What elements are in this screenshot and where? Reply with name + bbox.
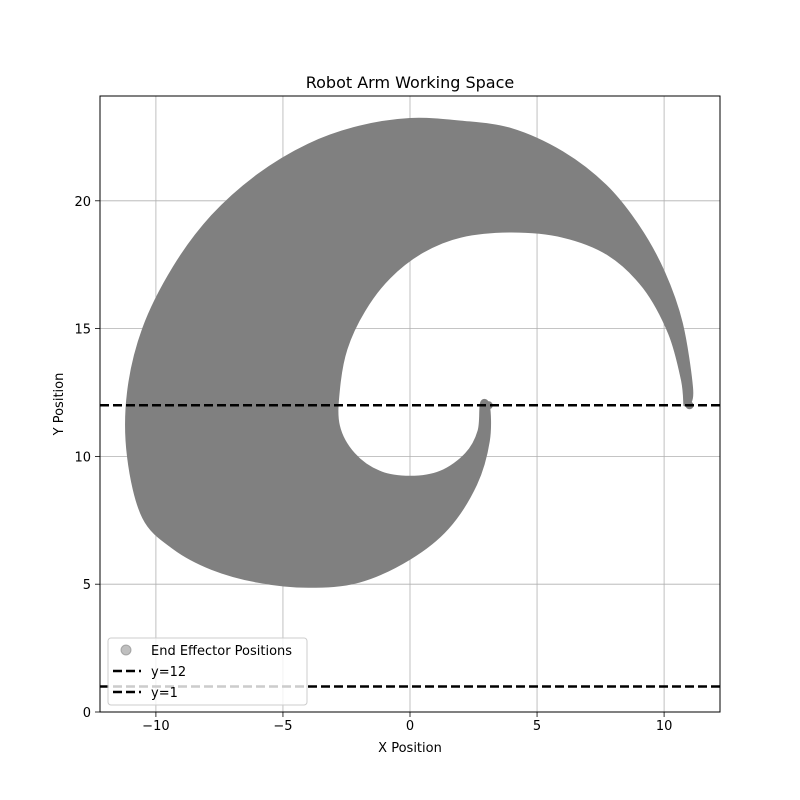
x-tick-label: −5	[273, 719, 292, 734]
y-tick-label: 10	[74, 450, 91, 465]
data-layer	[100, 117, 720, 688]
y-tick-label: 20	[74, 195, 91, 210]
legend-label: End Effector Positions	[151, 644, 292, 659]
legend-box	[107, 637, 308, 706]
y-tick-label: 15	[74, 323, 91, 338]
chart-title: Robot Arm Working Space	[306, 73, 515, 92]
x-tick-label: 10	[656, 719, 673, 734]
x-axis-label: X Position	[378, 741, 442, 756]
ticks: −10 −5 0 5 10 0 5 10 15 20	[74, 195, 672, 734]
end-effector-point	[484, 401, 493, 410]
legend: End Effector Positions y=12 y=1	[107, 637, 308, 706]
x-tick-label: −10	[142, 719, 169, 734]
x-tick-label: 0	[406, 719, 414, 734]
end-effector-region	[125, 117, 694, 588]
legend-marker-scatter	[120, 644, 132, 656]
legend-label: y=12	[151, 665, 186, 680]
y-axis-label: Y Position	[52, 373, 67, 437]
y-tick-label: 0	[83, 706, 91, 721]
x-tick-label: 5	[533, 719, 541, 734]
legend-label: y=1	[151, 686, 178, 701]
y-tick-label: 5	[83, 578, 91, 593]
